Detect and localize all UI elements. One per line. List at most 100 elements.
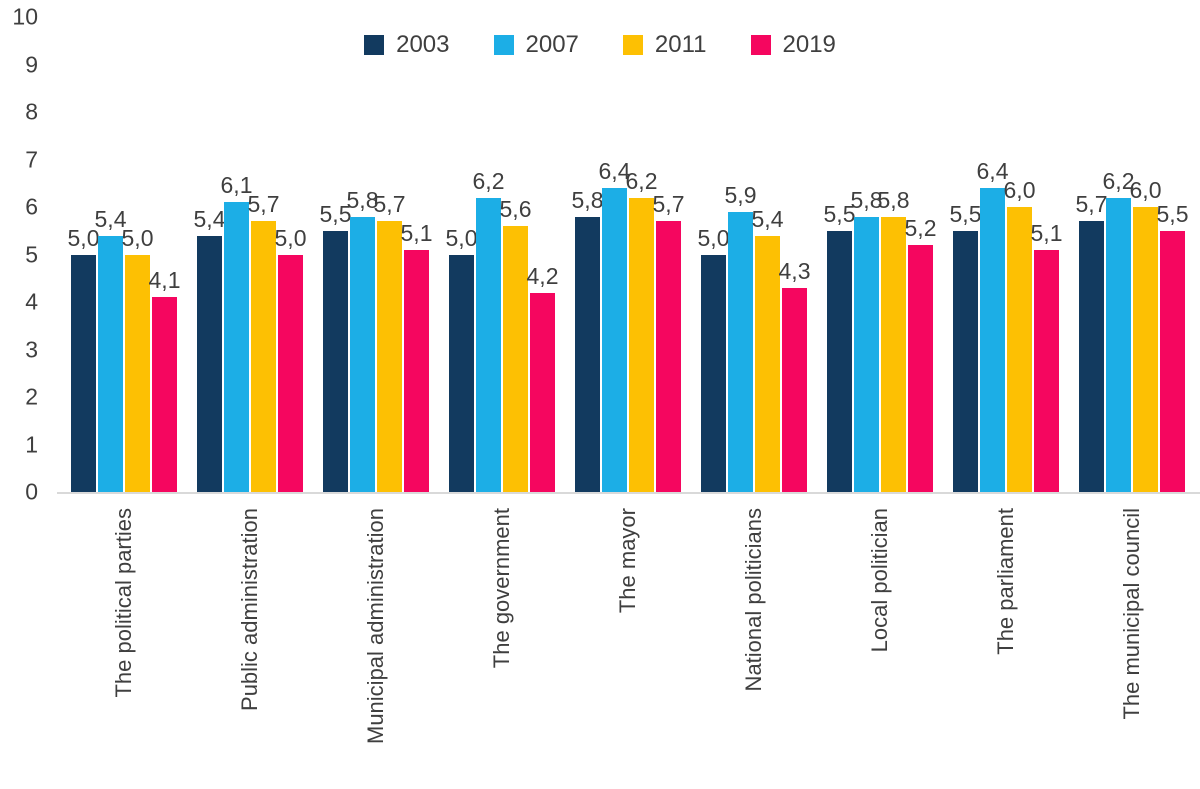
- bar-value-2003-the-government: 5,0: [445, 224, 478, 251]
- bar-2007-national-politicians: 5,9: [725, 183, 756, 492]
- y-tick-6: 6: [25, 193, 38, 220]
- x-label-text-public-administration: Public administration: [237, 508, 262, 711]
- bar-value-2003-the-parliament: 5,5: [949, 200, 982, 227]
- y-tick-4: 4: [25, 288, 38, 315]
- x-label-text-the-parliament: The parliament: [993, 508, 1018, 655]
- bar-2003-the-municipal-council: 5,7: [1076, 193, 1107, 492]
- bar-value-2003-the-mayor: 5,8: [571, 186, 604, 213]
- bar-2011-the-municipal-council: 6,0: [1130, 179, 1161, 492]
- x-label-text-the-mayor: The mayor: [615, 508, 640, 614]
- bar-2007-the-mayor: 6,4: [599, 160, 630, 492]
- bars-local-politician: 5,5 5,8 5,8 5,2: [824, 188, 936, 492]
- bar-value-2019-the-government: 4,2: [526, 262, 559, 289]
- bar-value-2019-municipal-administration: 5,1: [400, 219, 433, 246]
- bar-value-2019-the-parliament: 5,1: [1030, 219, 1063, 246]
- bar-2011-the-mayor: 6,2: [626, 169, 657, 492]
- bar-group-national-politicians: 5,0 5,9 5,4 4,3: [691, 17, 817, 492]
- bar-group-local-politician: 5,5 5,8 5,8 5,2: [817, 17, 943, 492]
- bars-the-municipal-council: 5,7 6,2 6,0 5,5: [1076, 169, 1188, 492]
- legend-item-2019: 2019: [750, 31, 836, 59]
- bar-2019-the-political-parties: 4,1: [149, 269, 180, 492]
- bar-2011-local-politician: 5,8: [878, 188, 909, 492]
- bar-2007-local-politician: 5,8: [851, 188, 882, 492]
- bar-2011-the-political-parties: 5,0: [122, 226, 153, 492]
- bar-value-2011-local-politician: 5,8: [877, 186, 910, 213]
- bar-2011-national-politicians: 5,4: [752, 207, 783, 492]
- bars-the-government: 5,0 6,2 5,6 4,2: [446, 169, 558, 492]
- bar-group-municipal-administration: 5,5 5,8 5,7 5,1: [313, 17, 439, 492]
- y-tick-3: 3: [25, 336, 38, 362]
- chart-legend: 2003 2007 2011 2019: [0, 31, 1200, 59]
- bar-2003-local-politician: 5,5: [824, 202, 855, 492]
- bar-2007-municipal-administration: 5,8: [347, 188, 378, 492]
- legend-item-2003: 2003: [364, 31, 450, 59]
- bar-value-2007-public-administration: 6,1: [220, 172, 253, 199]
- y-tick-1: 1: [25, 431, 38, 457]
- bar-2007-the-government: 6,2: [473, 169, 504, 492]
- legend-swatch-2007: [493, 35, 514, 55]
- bar-value-2007-national-politicians: 5,9: [724, 181, 757, 208]
- bar-value-2003-public-administration: 5,4: [193, 205, 226, 232]
- bar-2011-municipal-administration: 5,7: [374, 193, 405, 492]
- bar-2019-national-politicians: 4,3: [779, 259, 810, 492]
- y-tick-0: 0: [25, 478, 38, 505]
- x-label-text-municipal-administration: Municipal administration: [363, 508, 388, 744]
- bar-value-2019-public-administration: 5,0: [274, 224, 307, 251]
- x-label-text-the-political-parties: The political parties: [111, 508, 136, 698]
- bar-value-2011-the-municipal-council: 6,0: [1129, 177, 1162, 203]
- bar-value-2019-the-mayor: 5,7: [652, 191, 685, 218]
- bar-2019-local-politician: 5,2: [905, 217, 936, 492]
- legend-label-2019: 2019: [782, 31, 836, 58]
- bar-2019-the-parliament: 5,1: [1031, 221, 1062, 492]
- bar-value-2007-municipal-administration: 5,8: [346, 186, 379, 213]
- bar-value-2011-public-administration: 5,7: [247, 191, 280, 218]
- bar-value-2011-national-politicians: 5,4: [751, 205, 784, 232]
- bar-value-2007-the-parliament: 6,4: [976, 158, 1009, 184]
- bar-group-public-administration: 5,4 6,1 5,7 5,0: [187, 17, 313, 492]
- bar-group-the-municipal-council: 5,7 6,2 6,0 5,5: [1069, 17, 1195, 492]
- bar-group-the-mayor: 5,8 6,4 6,2 5,7: [565, 17, 691, 492]
- bar-2003-municipal-administration: 5,5: [320, 202, 351, 492]
- bar-value-2011-the-government: 5,6: [499, 196, 532, 222]
- bar-value-2007-local-politician: 5,8: [850, 186, 883, 213]
- bar-2011-the-parliament: 6,0: [1004, 179, 1035, 492]
- bar-2003-the-political-parties: 5,0: [68, 226, 99, 492]
- bar-2003-the-mayor: 5,8: [572, 188, 603, 492]
- bar-2007-the-parliament: 6,4: [977, 160, 1008, 492]
- bars-public-administration: 5,4 6,1 5,7 5,0: [194, 174, 306, 492]
- bar-2003-the-government: 5,0: [446, 226, 477, 492]
- y-tick-9: 9: [25, 51, 38, 77]
- bar-2003-national-politicians: 5,0: [698, 226, 729, 492]
- bar-value-2011-the-parliament: 6,0: [1003, 177, 1036, 203]
- bar-2019-public-administration: 5,0: [275, 226, 306, 492]
- x-label-text-local-politician: Local politician: [867, 508, 892, 653]
- legend-label-2003: 2003: [396, 31, 450, 58]
- bar-2011-public-administration: 5,7: [248, 193, 279, 492]
- bar-value-2003-the-municipal-council: 5,7: [1075, 191, 1108, 218]
- legend-item-2011: 2011: [622, 31, 707, 59]
- y-tick-5: 5: [25, 241, 38, 267]
- plot-area: 5,0 5,4 5,0 4,1 5,4 6,1 5,7 5,0 5,5 5,8 5,7 5,1 5,0 6…: [57, 17, 1200, 494]
- bar-2007-the-municipal-council: 6,2: [1103, 169, 1134, 492]
- legend-item-2007: 2007: [493, 31, 579, 59]
- bars-the-mayor: 5,8 6,4 6,2 5,7: [572, 160, 684, 492]
- bar-2019-municipal-administration: 5,1: [401, 221, 432, 492]
- bar-2007-public-administration: 6,1: [221, 174, 252, 492]
- bar-2019-the-mayor: 5,7: [653, 193, 684, 492]
- bar-2003-public-administration: 5,4: [194, 207, 225, 492]
- x-axis-line: [57, 492, 1200, 494]
- bar-value-2003-national-politicians: 5,0: [697, 224, 730, 251]
- y-tick-10: 10: [12, 3, 38, 30]
- x-label-text-the-municipal-council: The municipal council: [1119, 508, 1144, 720]
- legend-swatch-2003: [364, 35, 385, 55]
- bar-value-2007-the-mayor: 6,4: [598, 158, 631, 184]
- bar-value-2019-national-politicians: 4,3: [778, 257, 811, 284]
- bar-value-2019-the-municipal-council: 5,5: [1156, 200, 1189, 227]
- bar-group-the-government: 5,0 6,2 5,6 4,2: [439, 17, 565, 492]
- y-tick-7: 7: [25, 146, 38, 172]
- bar-value-2011-the-political-parties: 5,0: [121, 224, 154, 251]
- bar-value-2007-the-political-parties: 5,4: [94, 205, 127, 232]
- bar-2019-the-municipal-council: 5,5: [1157, 202, 1188, 492]
- x-label-text-the-government: The government: [489, 508, 514, 669]
- bar-value-2003-the-political-parties: 5,0: [67, 224, 100, 251]
